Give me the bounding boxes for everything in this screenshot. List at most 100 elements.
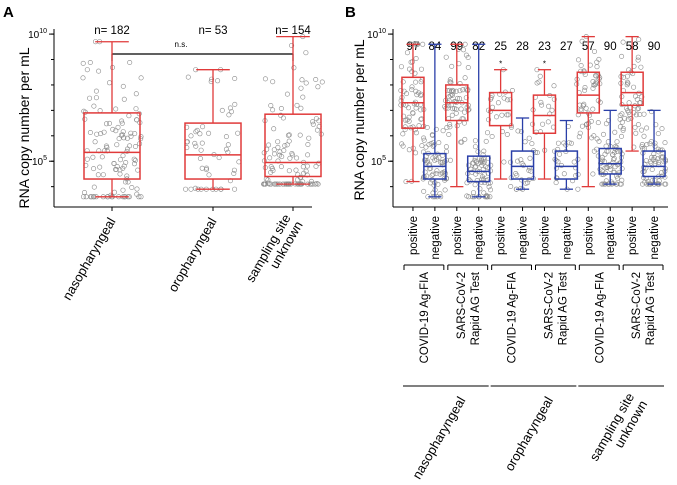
a-data-point bbox=[261, 181, 267, 187]
b-data-point bbox=[424, 160, 430, 166]
a-box-group bbox=[83, 41, 141, 198]
panel-a-label: A bbox=[3, 4, 14, 21]
a-category-label-line: nasopharyngeal bbox=[59, 215, 118, 303]
panel-b-y-title: RNA copy number per mL bbox=[351, 39, 367, 200]
b-data-point bbox=[604, 164, 610, 170]
a-count-label: n= 182 bbox=[94, 25, 130, 37]
b-category-label: negative bbox=[474, 216, 486, 259]
b-data-point bbox=[602, 151, 608, 157]
b-test-label-line: COVID-19 Ag-FIA bbox=[507, 272, 519, 364]
b-data-point bbox=[410, 110, 416, 116]
b-data-point bbox=[481, 159, 487, 165]
a-data-point bbox=[206, 130, 212, 136]
b-data-point bbox=[447, 124, 453, 130]
b-test-label: SARS-CoV-2 Rapid AG Test bbox=[456, 271, 482, 345]
b-data-point bbox=[470, 190, 476, 196]
b-data-point bbox=[634, 97, 640, 103]
b-data-point bbox=[537, 73, 543, 79]
b-count-label: 23 bbox=[538, 41, 551, 53]
b-data-point bbox=[636, 36, 642, 42]
b-data-point bbox=[647, 141, 653, 147]
b-data-point bbox=[439, 170, 445, 176]
b-data-point bbox=[409, 69, 415, 75]
b-category-label: negative bbox=[430, 216, 442, 259]
b-category-label: negative bbox=[649, 216, 661, 259]
b-data-point bbox=[603, 121, 609, 127]
b-data-point bbox=[481, 148, 487, 154]
b-data-point bbox=[628, 115, 634, 121]
a-data-point bbox=[126, 113, 132, 119]
b-data-point bbox=[551, 83, 557, 89]
a-box bbox=[83, 112, 141, 180]
a-box bbox=[184, 122, 242, 180]
b-data-point bbox=[462, 41, 468, 47]
a-data-point bbox=[104, 145, 110, 151]
b-data-point bbox=[434, 168, 440, 174]
a-data-point bbox=[266, 142, 272, 148]
a-data-point bbox=[132, 161, 138, 167]
a-data-point bbox=[287, 155, 293, 161]
a-box bbox=[264, 113, 322, 178]
a-data-point bbox=[82, 116, 88, 122]
a-data-point bbox=[84, 156, 90, 162]
a-data-point bbox=[91, 166, 97, 172]
a-data-point bbox=[284, 91, 290, 97]
b-data-point bbox=[591, 133, 597, 139]
a-data-point bbox=[80, 60, 86, 66]
a-data-point bbox=[295, 177, 301, 183]
b-data-point bbox=[649, 154, 655, 160]
b-data-point bbox=[421, 137, 427, 143]
b-box-group bbox=[554, 119, 579, 190]
b-data-point bbox=[658, 170, 664, 176]
b-test-label-line: SARS-CoV-2 bbox=[456, 272, 468, 339]
b-data-point bbox=[398, 102, 404, 108]
b-data-point bbox=[400, 79, 406, 85]
a-data-point bbox=[188, 186, 194, 192]
a-tick-exponent: 10 bbox=[39, 28, 47, 35]
b-data-point bbox=[501, 95, 507, 101]
a-data-point bbox=[91, 103, 97, 109]
b-data-point bbox=[447, 87, 453, 93]
b-box-group bbox=[598, 109, 622, 185]
a-data-point bbox=[261, 150, 267, 156]
b-data-point bbox=[631, 84, 637, 90]
a-data-point bbox=[270, 79, 276, 85]
b-test-label: COVID-19 Ag-FIA bbox=[507, 272, 519, 364]
b-data-point bbox=[549, 107, 555, 113]
a-tick-base: 10 bbox=[32, 157, 44, 168]
b-data-point bbox=[617, 112, 623, 118]
b-box bbox=[554, 150, 579, 180]
b-data-point bbox=[458, 106, 464, 112]
b-data-point bbox=[575, 186, 581, 192]
b-data-point bbox=[527, 155, 533, 161]
b-data-point bbox=[571, 159, 577, 165]
b-data-point bbox=[453, 88, 459, 94]
b-box bbox=[598, 147, 622, 175]
a-data-point bbox=[120, 153, 126, 159]
a-data-point bbox=[313, 163, 319, 169]
b-data-point bbox=[405, 105, 411, 111]
b-data-point bbox=[659, 126, 665, 132]
a-tick-label: 105 bbox=[32, 155, 47, 168]
b-data-point bbox=[619, 151, 625, 157]
b-data-point bbox=[636, 105, 642, 111]
a-data-point bbox=[304, 163, 310, 169]
a-data-point bbox=[83, 194, 89, 200]
b-data-point bbox=[443, 144, 449, 150]
a-category-label-line: oropharyngeal bbox=[165, 215, 220, 295]
a-data-point bbox=[120, 187, 126, 193]
b-data-point bbox=[453, 106, 459, 112]
a-data-point bbox=[118, 132, 124, 138]
a-tick-base: 10 bbox=[28, 30, 40, 41]
a-data-point bbox=[93, 95, 99, 101]
b-data-point bbox=[577, 130, 583, 136]
b-data-point bbox=[505, 112, 511, 118]
b-data-point bbox=[619, 53, 625, 59]
a-data-point bbox=[96, 68, 102, 74]
b-data-point bbox=[463, 52, 469, 58]
b-data-point bbox=[625, 80, 631, 86]
b-data-point bbox=[435, 181, 441, 187]
a-data-point bbox=[124, 135, 130, 141]
